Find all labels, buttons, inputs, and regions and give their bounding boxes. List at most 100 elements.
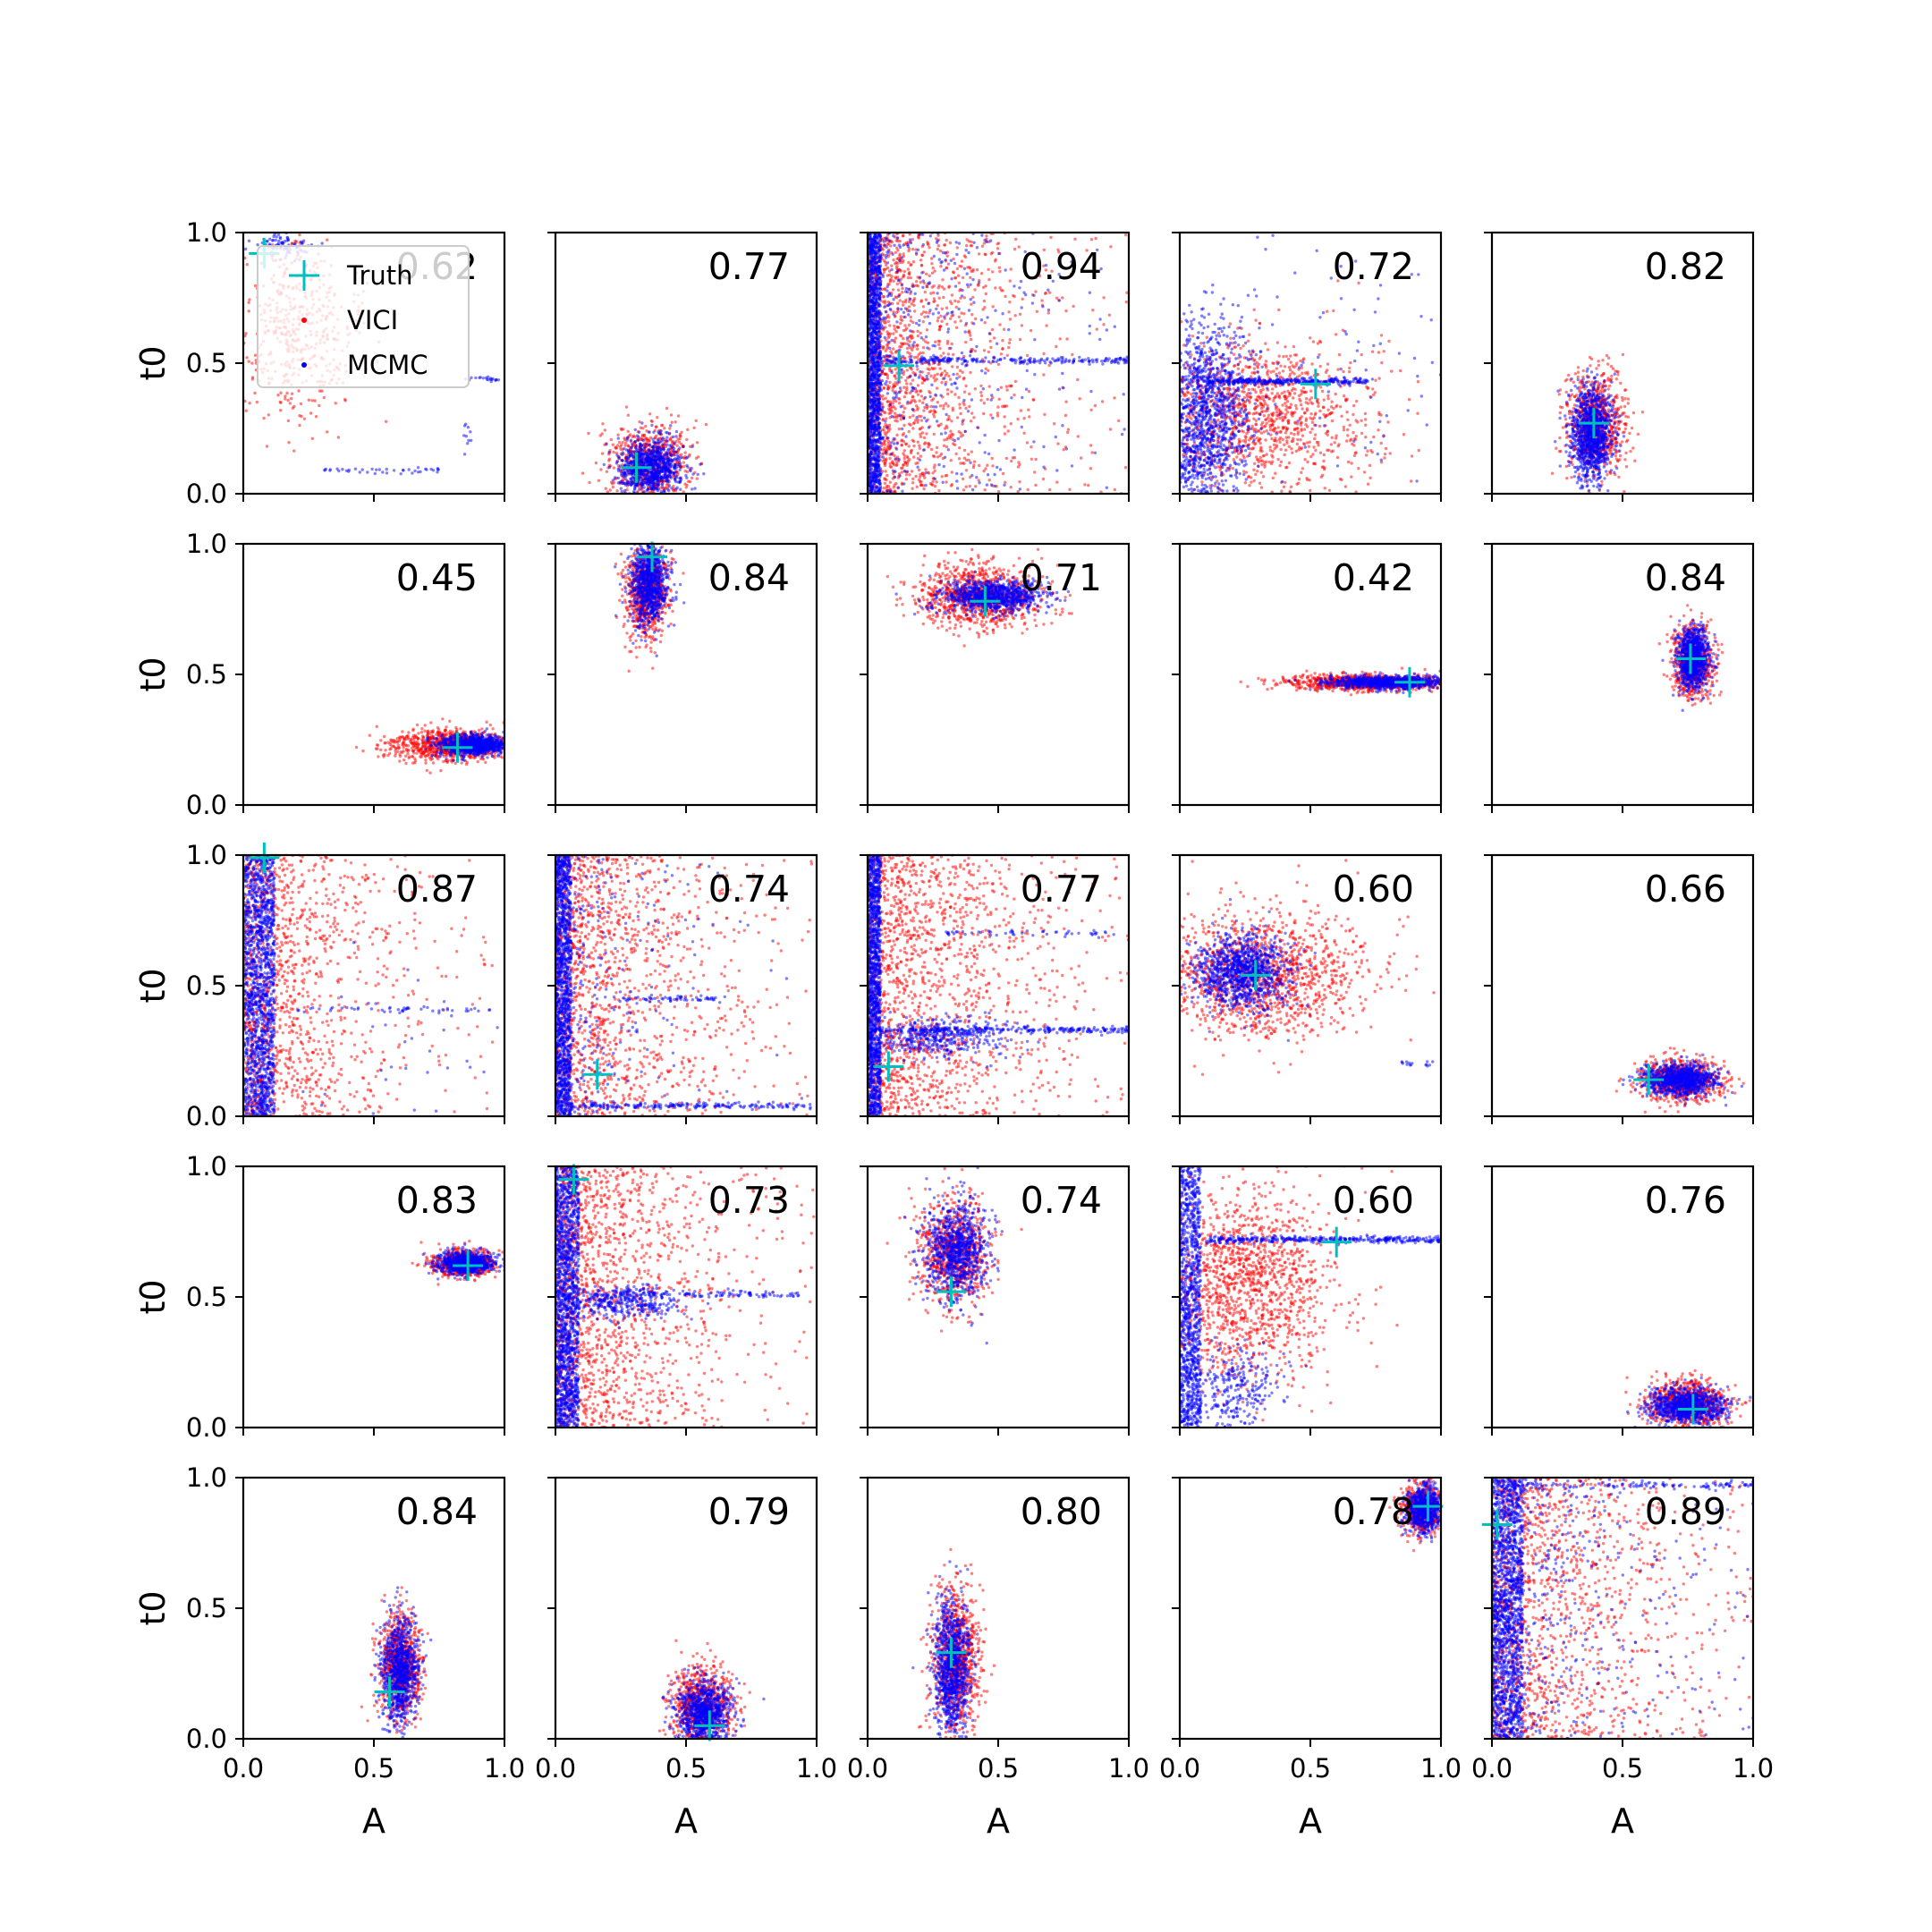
- mcmc-point: [650, 423, 654, 428]
- vici-point: [953, 443, 957, 447]
- mcmc-point: [660, 485, 665, 488]
- vici-point: [648, 412, 652, 416]
- mcmc-point: [647, 430, 651, 434]
- vici-point: [939, 314, 943, 318]
- y-tick-label: 1.0: [186, 217, 227, 248]
- vici-point: [921, 305, 926, 309]
- vici-point: [894, 329, 898, 334]
- vici-point: [883, 321, 886, 325]
- mcmc-point: [630, 479, 633, 483]
- vici-point: [884, 396, 887, 400]
- vici-point: [299, 402, 303, 406]
- vici-point: [920, 426, 924, 429]
- y-axis-label: t0: [133, 345, 173, 380]
- vici-point: [950, 483, 954, 487]
- vici-point: [905, 342, 909, 345]
- mcmc-point: [613, 476, 617, 479]
- mcmc-point: [657, 446, 660, 450]
- vici-point: [907, 260, 911, 265]
- vici-point: [914, 280, 919, 284]
- scatter-points: [868, 233, 1129, 494]
- vici-point: [996, 247, 1000, 250]
- mcmc-point: [620, 489, 623, 494]
- vici-point: [993, 259, 997, 263]
- vici-point: [290, 392, 294, 395]
- mcmc-point: [688, 469, 692, 472]
- vici-point: [928, 410, 932, 414]
- mcmc-point: [466, 442, 470, 445]
- vici-point: [916, 235, 920, 239]
- vici-point: [948, 300, 953, 303]
- vici-point: [1035, 309, 1039, 313]
- mcmc-point: [301, 242, 304, 246]
- vici-point: [1013, 314, 1017, 318]
- vici-point: [973, 288, 977, 292]
- mcmc-point: [276, 233, 281, 236]
- vici-point: [937, 488, 941, 493]
- vici-point: [933, 469, 936, 473]
- mcmc-point: [652, 485, 656, 488]
- vici-point: [961, 462, 965, 465]
- vici-point: [1005, 353, 1010, 357]
- mcmc-point: [667, 479, 671, 484]
- vici-point: [962, 390, 967, 394]
- mcmc-point: [674, 435, 678, 438]
- vici-point: [916, 334, 920, 338]
- vici-point: [999, 386, 1004, 389]
- mcmc-point: [470, 438, 473, 443]
- vici-point: [1019, 409, 1023, 412]
- vici-point: [936, 455, 940, 459]
- vici-point: [1085, 249, 1089, 252]
- vici-point: [959, 435, 963, 438]
- vici-point: [910, 334, 913, 337]
- vici-point: [935, 451, 938, 454]
- vici-point: [948, 434, 952, 437]
- vici-point: [885, 417, 888, 420]
- mcmc-point: [877, 388, 880, 393]
- vici-point: [939, 265, 943, 268]
- mcmc-point: [402, 469, 405, 472]
- vici-point: [910, 470, 914, 473]
- vici-point: [598, 434, 602, 437]
- vici-point: [970, 313, 974, 317]
- vici-point: [904, 378, 908, 383]
- mcmc-point: [665, 479, 668, 483]
- vici-point: [931, 367, 935, 371]
- vici-point: [292, 449, 296, 453]
- vici-point: [984, 284, 987, 288]
- mcmc-point: [654, 462, 657, 466]
- vici-point: [1095, 327, 1099, 331]
- vici-point: [902, 439, 906, 444]
- vici-point: [1013, 393, 1016, 397]
- legend-vici-marker: [301, 318, 307, 323]
- vici-point: [642, 434, 646, 437]
- mcmc-point: [275, 235, 278, 239]
- vici-point: [1014, 237, 1018, 242]
- vici-point: [987, 350, 991, 354]
- vici-point: [909, 382, 912, 386]
- vici-point: [909, 319, 913, 323]
- vici-point: [937, 328, 941, 332]
- vici-point: [923, 405, 927, 410]
- vici-point: [1087, 483, 1090, 487]
- vici-point: [1124, 300, 1129, 304]
- mcmc-point: [693, 487, 697, 490]
- vici-point: [310, 399, 314, 402]
- vici-point: [893, 453, 896, 458]
- vici-point: [619, 447, 623, 451]
- vici-point: [916, 418, 920, 422]
- vici-point: [945, 339, 950, 343]
- vici-point: [297, 389, 301, 393]
- vici-point: [930, 262, 934, 266]
- vici-point: [950, 342, 953, 346]
- vici-point: [945, 392, 950, 396]
- vici-point: [918, 399, 921, 402]
- vici-point: [244, 409, 248, 412]
- vici-point: [935, 480, 938, 484]
- vici-point: [999, 352, 1004, 356]
- vici-point: [933, 299, 936, 303]
- vici-point: [928, 274, 931, 277]
- vici-point: [931, 267, 935, 270]
- vici-point: [895, 246, 899, 250]
- mcmc-point: [625, 436, 630, 439]
